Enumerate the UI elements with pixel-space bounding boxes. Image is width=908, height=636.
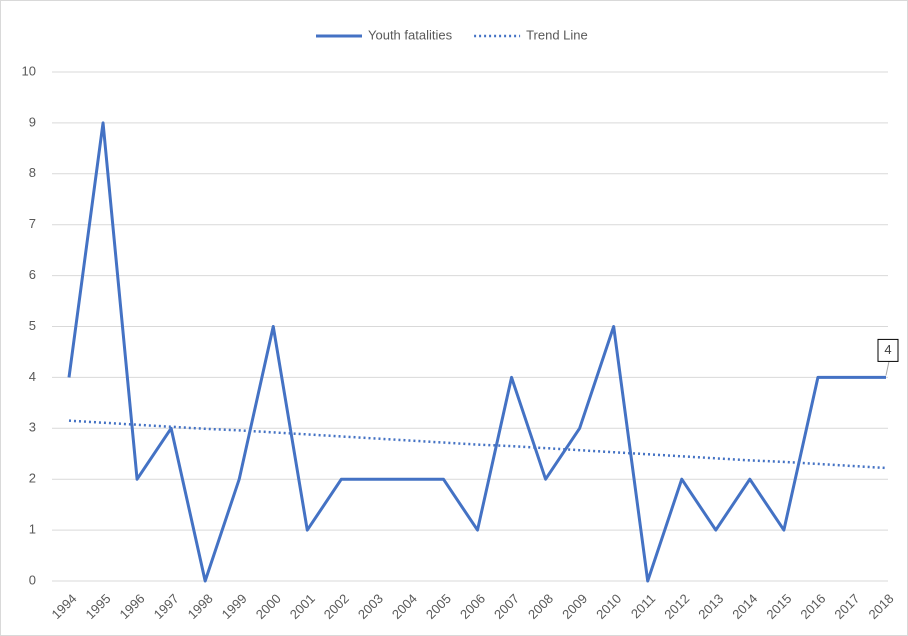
trend-line xyxy=(68,419,887,470)
y-tick-label: 7 xyxy=(29,216,36,231)
y-tick-label: 1 xyxy=(29,522,36,537)
data-label: 4 xyxy=(884,342,891,357)
y-tick-label: 0 xyxy=(29,572,36,587)
y-tick-label: 4 xyxy=(29,369,36,384)
data-line xyxy=(67,121,886,583)
y-tick-label: 2 xyxy=(29,471,36,486)
y-tick-label: 3 xyxy=(29,420,36,435)
y-tick-label: 9 xyxy=(29,114,36,129)
y-tick-label: 10 xyxy=(22,63,36,78)
label-box xyxy=(877,338,899,362)
label-leader xyxy=(885,361,890,376)
y-tick-label: 5 xyxy=(29,318,36,333)
y-tick-label: 8 xyxy=(29,165,36,180)
y-tick-label: 6 xyxy=(29,267,36,282)
legend-label: Youth fatalities xyxy=(368,27,453,42)
legend-label: Trend Line xyxy=(526,27,588,42)
